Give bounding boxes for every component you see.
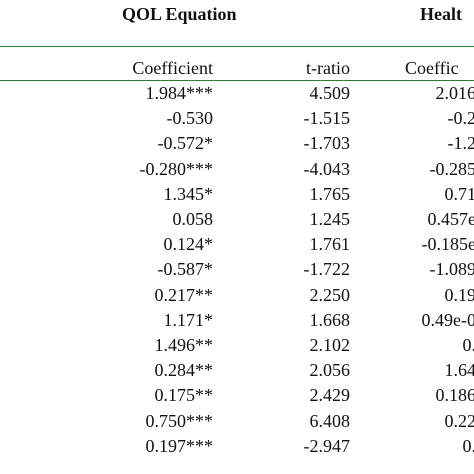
table-cell: 0.186 <box>435 385 474 406</box>
table-cell: -1.703 <box>303 133 351 154</box>
table-cell: -1.2 <box>447 133 474 154</box>
column-header-t-ratio: t-ratio <box>306 58 350 78</box>
top-rule <box>0 46 474 47</box>
table-cell: -0.185e <box>421 234 474 255</box>
table-cell: 2.056 <box>309 360 351 381</box>
table-cell: -0.280*** <box>139 158 214 179</box>
column-header-coefficient-health: Coeffic <box>405 58 459 78</box>
table-cell: -0.587* <box>157 259 214 280</box>
table-cell: -1.089 <box>429 259 474 280</box>
table-cell: -0.2 <box>447 108 474 129</box>
table-cell: 1.496** <box>154 335 214 355</box>
table-cell: 2.250 <box>309 284 351 305</box>
table-cell: 0.71 <box>444 183 474 204</box>
table-cell: 2.016 <box>435 83 474 103</box>
table-cell: -1.722 <box>303 259 351 280</box>
table-cell: 0.284** <box>154 360 214 381</box>
equation-title-health: Healt <box>420 4 462 24</box>
table-cell: -0.285 <box>429 158 474 179</box>
table-cell: 0.750*** <box>145 410 214 431</box>
table-cell: -4.043 <box>303 158 351 179</box>
table-cell: 0.49e-0 <box>421 309 474 330</box>
table-cell: -0.572* <box>157 133 214 154</box>
column-header-coefficient: Coefficient <box>132 58 213 78</box>
table-cell: 1.171* <box>163 309 214 330</box>
header-rule <box>0 80 474 81</box>
table-cell: 0.457e <box>427 209 474 229</box>
table-cell: 1.761 <box>309 234 351 255</box>
table-cell: 6.408 <box>309 410 351 431</box>
equation-title-qol: QOL Equation <box>122 4 237 24</box>
table-cell: 0.217** <box>154 284 214 305</box>
table-cell: 0.175** <box>154 385 214 406</box>
table-cell: 1.64 <box>444 360 474 381</box>
table-cell: 1.765 <box>309 183 351 204</box>
table-cell: 0. <box>462 435 474 456</box>
table-cell: 1.984*** <box>145 83 214 103</box>
table-cell: 1.345* <box>163 183 214 204</box>
table-cell: -1.515 <box>303 108 351 129</box>
table-cell: 1.245 <box>309 209 351 229</box>
table-cell: 2.429 <box>309 385 351 406</box>
table-cell: 0.058 <box>172 209 214 229</box>
table-cell: -2.947 <box>303 435 351 456</box>
table-cell: 0.124* <box>163 234 214 255</box>
table-cell: 0. <box>462 335 474 355</box>
table-cell: 0.197*** <box>145 435 214 456</box>
table-cell: 4.509 <box>309 83 351 103</box>
table-cell: 0.19 <box>444 284 474 305</box>
table-cell: 1.668 <box>309 309 351 330</box>
table-cell: -0.530 <box>166 108 214 129</box>
table-cell: 2.102 <box>309 335 351 355</box>
table-cell: 0.22 <box>444 410 474 431</box>
